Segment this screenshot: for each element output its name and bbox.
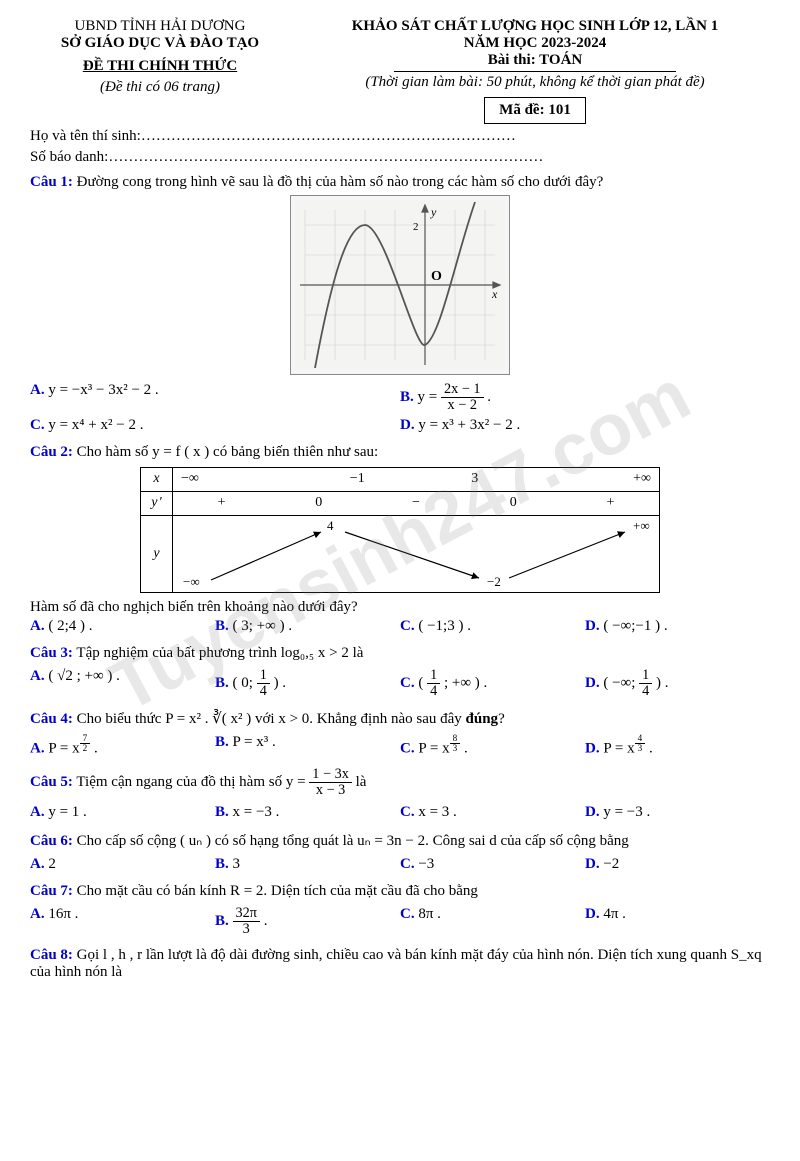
q4-opt-c: C. P = x83 .: [400, 732, 585, 760]
q3-label: Câu 3:: [30, 645, 73, 661]
q7-label: Câu 7:: [30, 883, 73, 899]
q6-opt-c: C. −3: [400, 854, 585, 875]
svg-text:+∞: +∞: [633, 518, 650, 533]
q7-opt-a: A. 16π .: [30, 904, 215, 939]
candidate-id-line: Số báo danh:……………………………………………………………………………: [30, 149, 770, 166]
q7-text: Cho mặt cầu có bán kính R = 2. Diện tích…: [77, 883, 478, 899]
q6-text: Cho cấp số cộng ( uₙ ) có số hạng tổng q…: [77, 833, 629, 849]
q7-options: A. 16π . B. 32π3 . C. 8π . D. 4π .: [30, 904, 770, 939]
exam-code-box: Mã đề: 101: [484, 97, 586, 124]
q6-label: Câu 6:: [30, 833, 73, 849]
q5-opt-d: D. y = −3 .: [585, 802, 770, 823]
q2-options: A. ( 2;4 ) . B. ( 3; +∞ ) . C. ( −1;3 ) …: [30, 616, 770, 637]
q4-label: Câu 4:: [30, 711, 73, 727]
q7-opt-c: C. 8π .: [400, 904, 585, 939]
q2-followup: Hàm số đã cho nghịch biến trên khoảng nà…: [30, 599, 770, 616]
question-2: Câu 2: Cho hàm số y = f ( x ) có bảng bi…: [30, 444, 770, 461]
x-axis-label: x: [491, 287, 498, 301]
question-5: Câu 5: Tiệm cận ngang của đồ thị hàm số …: [30, 767, 770, 798]
q6-options: A. 2 B. 3 C. −3 D. −2: [30, 854, 770, 875]
q4-opt-d: D. P = x43 .: [585, 732, 770, 760]
q8-label: Câu 8:: [30, 947, 73, 963]
q5-opt-b: B. x = −3 .: [215, 802, 400, 823]
subject-line: Bài thi: TOÁN: [300, 52, 770, 69]
svg-text:−∞: −∞: [183, 574, 200, 589]
question-8: Câu 8: Gọi l , h , r lần lượt là độ dài …: [30, 947, 770, 981]
q3-opt-a: A. ( √2 ; +∞ ) .: [30, 666, 215, 701]
q1-graph-box: O x y 2: [290, 195, 510, 375]
q6-opt-b: B. 3: [215, 854, 400, 875]
q3-options: A. ( √2 ; +∞ ) . B. ( 0; 14 ) . C. ( 14 …: [30, 666, 770, 701]
exam-title-2: NĂM HỌC 2023-2024: [300, 35, 770, 52]
bbt-y-label: y: [141, 515, 173, 592]
q2-opt-b: B. ( 3; +∞ ) .: [215, 616, 400, 637]
q2-text: Cho hàm số y = f ( x ) có bảng biến thiê…: [77, 444, 379, 460]
q2-variation-table: x −∞ −1 3 +∞ y ' + 0 − 0 + y: [140, 467, 660, 593]
province-line: UBND TỈNH HẢI DƯƠNG: [30, 18, 290, 35]
q2-opt-a: A. ( 2;4 ) .: [30, 616, 215, 637]
origin-label: O: [431, 269, 442, 284]
q7-opt-b: B. 32π3 .: [215, 904, 400, 939]
q5-text-pre: Tiệm cận ngang của đồ thị hàm số y =: [76, 774, 309, 790]
q1-opt-a: A. y = −x³ − 3x² − 2 .: [30, 380, 400, 415]
tick-2: 2: [413, 221, 419, 233]
q2-label: Câu 2:: [30, 444, 73, 460]
q1-options: A. y = −x³ − 3x² − 2 . B. y = 2x − 1x − …: [30, 380, 770, 436]
q3-opt-c: C. ( 14 ; +∞ ) .: [400, 666, 585, 701]
bbt-x-label: x: [141, 467, 173, 491]
q5-opt-a: A. y = 1 .: [30, 802, 215, 823]
q3-text: Tập nghiệm của bất phương trình log₀,₅ x…: [76, 645, 363, 661]
question-1: Câu 1: Đường cong trong hình vẽ sau là đ…: [30, 174, 770, 191]
bbt-x-row: −∞ −1 3 +∞: [173, 471, 659, 487]
q1-text: Đường cong trong hình vẽ sau là đồ thị c…: [77, 174, 604, 190]
q5-label: Câu 5:: [30, 774, 73, 790]
svg-text:−2: −2: [487, 574, 501, 589]
q1-graph-wrap: O x y 2: [30, 195, 770, 380]
question-4: Câu 4: Cho biểu thức P = x² . ∛( x² ) vớ…: [30, 709, 770, 728]
page-count-line: (Đề thi có 06 trang): [30, 79, 290, 96]
svg-text:4: 4: [327, 518, 334, 533]
q7-opt-d: D. 4π .: [585, 904, 770, 939]
official-exam-line: ĐỀ THI CHÍNH THỨC: [30, 58, 290, 75]
q1-opt-b: B. y = 2x − 1x − 2 .: [400, 380, 770, 415]
q4-opt-b: B. P = x³ .: [215, 732, 400, 760]
q6-opt-a: A. 2: [30, 854, 215, 875]
q1-graph-svg: O x y 2: [295, 200, 505, 370]
q1-opt-c: C. y = x⁴ + x² − 2 .: [30, 415, 400, 436]
question-6: Câu 6: Cho cấp số cộng ( uₙ ) có số hạng…: [30, 831, 770, 850]
y-axis-label: y: [430, 205, 437, 219]
question-7: Câu 7: Cho mặt cầu có bán kính R = 2. Di…: [30, 883, 770, 900]
header-rule: [394, 71, 676, 72]
exam-title-1: KHẢO SÁT CHẤT LƯỢNG HỌC SINH LỚP 12, LẦN…: [300, 18, 770, 35]
bbt-yprime-label: y ': [141, 491, 173, 515]
q1-opt-d: D. y = x³ + 3x² − 2 .: [400, 415, 770, 436]
q5-opt-c: C. x = 3 .: [400, 802, 585, 823]
q4-text: Cho biểu thức P = x² . ∛( x² ) với x > 0…: [77, 711, 466, 727]
q1-label: Câu 1:: [30, 174, 73, 190]
q3-opt-b: B. ( 0; 14 ) .: [215, 666, 400, 701]
q3-opt-d: D. ( −∞; 14 ) .: [585, 666, 770, 701]
q2-opt-c: C. ( −1;3 ) .: [400, 616, 585, 637]
department-line: SỞ GIÁO DỤC VÀ ĐÀO TẠO: [30, 35, 290, 52]
candidate-name-line: Họ và tên thí sinh:…………………………………………………………: [30, 128, 770, 145]
q2-opt-d: D. ( −∞;−1 ) .: [585, 616, 770, 637]
q8-text: Gọi l , h , r lần lượt là độ dài đường s…: [30, 947, 762, 980]
bbt-yprime-row: + 0 − 0 +: [173, 495, 659, 511]
q4-opt-a: A. P = x72 .: [30, 732, 215, 760]
time-line: (Thời gian làm bài: 50 phút, không kể th…: [300, 74, 770, 91]
q6-opt-d: D. −2: [585, 854, 770, 875]
q5-options: A. y = 1 . B. x = −3 . C. x = 3 . D. y =…: [30, 802, 770, 823]
question-3: Câu 3: Tập nghiệm của bất phương trình l…: [30, 645, 770, 662]
bbt-y-svg: −∞ 4 −2 +∞: [173, 516, 659, 592]
q4-options: A. P = x72 . B. P = x³ . C. P = x83 . D.…: [30, 732, 770, 760]
document-header: UBND TỈNH HẢI DƯƠNG SỞ GIÁO DỤC VÀ ĐÀO T…: [30, 18, 770, 124]
